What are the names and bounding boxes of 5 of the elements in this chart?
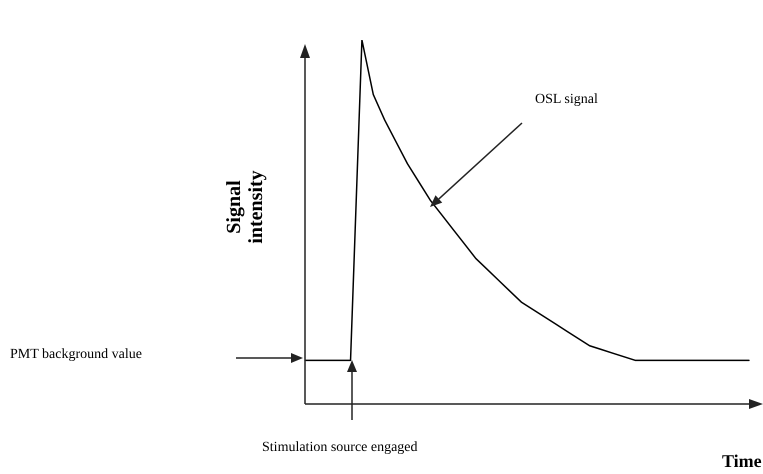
text: PMT background value [10, 347, 142, 363]
annotation: OSL signal [535, 92, 598, 108]
x-axis-title: Time [722, 451, 762, 472]
y-axis-title: Signal intensity [223, 169, 267, 246]
text: Stimulation source engaged [262, 440, 418, 456]
